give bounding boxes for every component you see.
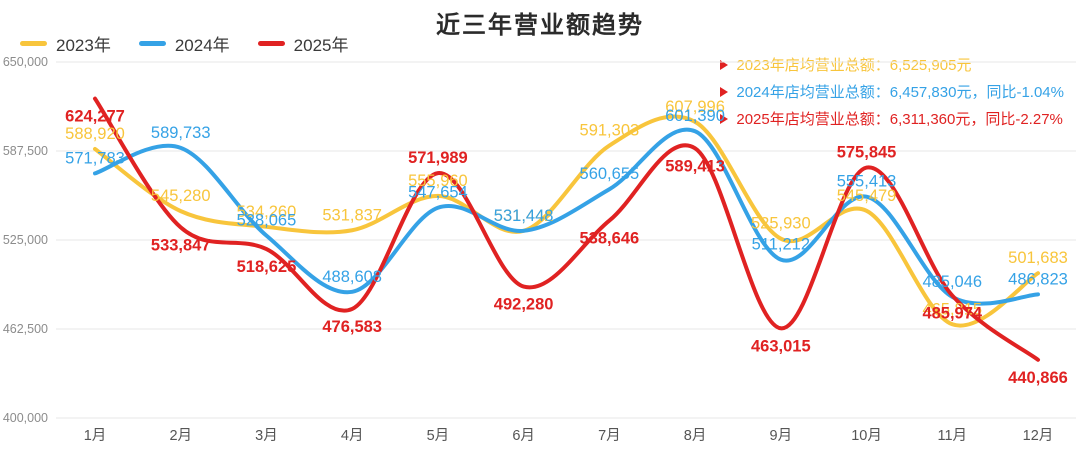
data-label-2025年-9月: 463,015 xyxy=(751,337,811,355)
data-label-2024年-5月: 547,654 xyxy=(408,184,468,202)
x-axis-tick-label: 10月 xyxy=(851,428,882,444)
legend-item-2024年[interactable]: 2024年 xyxy=(138,31,230,56)
annotation-text: 2025年店均营业总额：6,311,360元，同比-2.27% xyxy=(736,111,1063,128)
legend-label: 2025年 xyxy=(293,36,349,55)
data-label-2024年-10月: 555,413 xyxy=(837,173,897,191)
annotation-row: 2024年店均营业总额：6,457,830元，同比-1.04% xyxy=(720,81,1064,102)
annotation-text: 2023年店均营业总额：6,525,905元 xyxy=(736,57,972,74)
arrow-bullet-icon xyxy=(720,113,729,124)
data-label-2024年-6月: 531,448 xyxy=(494,207,554,225)
data-label-2024年-9月: 511,212 xyxy=(752,236,810,254)
data-label-2024年-12月: 486,823 xyxy=(1008,270,1068,288)
data-label-2025年-7月: 538,646 xyxy=(580,230,640,248)
data-label-2023年-1月: 588,920 xyxy=(65,125,125,143)
legend-swatch-icon xyxy=(257,41,285,46)
data-label-2024年-3月: 528,065 xyxy=(237,212,297,230)
x-axis-tick-label: 8月 xyxy=(684,428,707,444)
legend-label: 2024年 xyxy=(174,36,230,55)
y-axis-tick-label: 462,500 xyxy=(3,322,48,336)
data-label-2024年-8月: 601,390 xyxy=(665,107,725,125)
data-label-2023年-3月: 534,260 xyxy=(237,203,297,221)
annotation-row: 2025年店均营业总额：6,311,360元，同比-2.27% xyxy=(720,108,1063,129)
data-label-2025年-10月: 575,845 xyxy=(837,144,897,162)
data-label-2023年-4月: 531,837 xyxy=(322,206,382,224)
x-axis-tick-label: 2月 xyxy=(169,428,192,444)
data-label-2024年-11月: 485,046 xyxy=(922,273,982,291)
data-label-2023年-5月: 555,960 xyxy=(408,172,468,190)
data-label-2024年-2月: 589,733 xyxy=(151,124,211,142)
data-label-2023年-9月: 525,930 xyxy=(751,215,811,233)
data-label-2024年-4月: 488,608 xyxy=(322,268,382,286)
x-axis-tick-label: 4月 xyxy=(341,428,364,444)
data-label-2023年-8月: 607,996 xyxy=(665,98,725,116)
x-axis-tick-label: 3月 xyxy=(255,428,278,444)
y-axis-tick-label: 525,000 xyxy=(3,233,48,247)
y-axis-tick-label: 587,500 xyxy=(3,144,48,158)
y-axis-tick-label: 650,000 xyxy=(3,55,48,69)
annotations: 2023年店均营业总额：6,525,905元 2024年店均营业总额：6,457,… xyxy=(720,54,1064,129)
annotation-row: 2023年店均营业总额：6,525,905元 xyxy=(720,54,971,75)
chart-title: 近三年营业额趋势 xyxy=(436,12,644,39)
series-line-2025年 xyxy=(93,96,1040,362)
data-label-2023年-2月: 545,280 xyxy=(151,187,211,205)
arrow-bullet-icon xyxy=(720,59,729,70)
legend-item-2025年[interactable]: 2025年 xyxy=(257,31,349,56)
data-label-2025年-3月: 518,625 xyxy=(237,258,297,276)
data-label-2023年-10月: 545,479 xyxy=(837,187,897,205)
series-line-2023年 xyxy=(93,114,1040,328)
x-axis-tick-label: 9月 xyxy=(770,428,793,444)
series-line-2024年 xyxy=(93,127,1040,306)
y-axis-tick-label: 400,000 xyxy=(3,411,48,425)
x-axis-tick-label: 1月 xyxy=(84,428,107,444)
data-label-2025年-1月: 624,277 xyxy=(65,108,125,126)
legend-label: 2023年 xyxy=(56,36,111,55)
legend-swatch-icon xyxy=(138,41,166,46)
data-label-2025年-11月: 485,974 xyxy=(922,305,982,323)
annotation-text: 2024年店均营业总额：6,457,830元，同比-1.04% xyxy=(736,84,1064,101)
data-label-2023年-6月: 531,442 xyxy=(494,207,554,225)
x-axis-tick-label: 12月 xyxy=(1023,428,1054,444)
data-label-2024年-7月: 560,655 xyxy=(580,165,640,183)
legend-item-2023年[interactable]: 2023年 xyxy=(20,31,111,56)
data-label-2023年-12月: 501,683 xyxy=(1008,249,1068,267)
x-axis-tick-label: 7月 xyxy=(598,428,621,444)
legend: 2023年 2024年 2025年 xyxy=(20,31,348,56)
data-label-2025年-8月: 589,413 xyxy=(665,157,725,175)
data-label-2023年-7月: 591,303 xyxy=(580,122,640,140)
data-label-2024年-1月: 571,783 xyxy=(65,149,125,167)
data-label-2025年-6月: 492,280 xyxy=(494,296,554,314)
data-label-2025年-5月: 571,989 xyxy=(408,149,468,167)
x-axis-tick-label: 6月 xyxy=(512,428,535,444)
arrow-bullet-icon xyxy=(720,86,729,97)
data-label-2025年-4月: 476,583 xyxy=(322,318,382,336)
legend-swatch-icon xyxy=(20,41,47,46)
data-label-2023年-11月: 465,815 xyxy=(922,300,982,318)
x-axis-tick-label: 5月 xyxy=(427,428,450,444)
x-axis-tick-label: 11月 xyxy=(937,428,967,444)
data-label-2025年-2月: 533,847 xyxy=(151,236,211,254)
data-label-2025年-12月: 440,866 xyxy=(1008,369,1068,387)
